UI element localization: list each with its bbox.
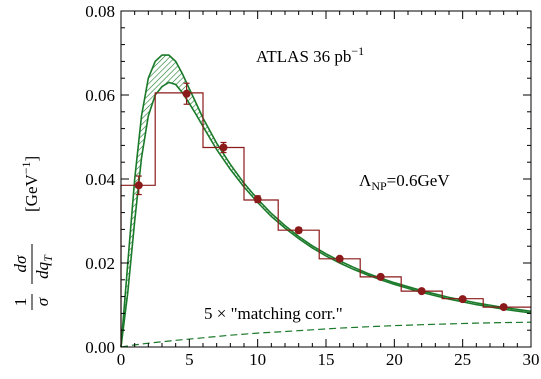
- plot-frame: [120, 10, 532, 348]
- data-point: [253, 195, 262, 204]
- y-tick-label: 0.04: [85, 170, 115, 189]
- y-tick-label: 0.00: [85, 338, 115, 357]
- y-tick-label: 0.08: [85, 2, 115, 21]
- data-point: [294, 226, 303, 235]
- annotation-matching: 5 × "matching corr.": [204, 304, 343, 323]
- y-label-unit-sup: −1: [19, 161, 33, 174]
- data-point: [182, 89, 191, 98]
- data-point: [376, 272, 385, 281]
- theory-band: [121, 55, 531, 347]
- x-tick-label: 30: [523, 350, 540, 369]
- x-tick-label: 5: [185, 350, 194, 369]
- theory-band-lower-line: [120, 81, 532, 348]
- y-tick-label: 0.06: [85, 86, 115, 105]
- x-tick-label: 20: [386, 350, 403, 369]
- y-label-unit: [GeV−1]: [19, 156, 41, 212]
- annotation-experiment-sup: −1: [351, 44, 364, 58]
- data-point: [335, 254, 344, 263]
- matching-corr-line: [120, 321, 532, 348]
- y-label-num: 1: [11, 298, 30, 307]
- x-tick-label: 0: [117, 350, 126, 369]
- x-tick-label: 25: [454, 350, 471, 369]
- annotation-lambda-sub: NP: [371, 179, 387, 193]
- y-label-dden: dqT: [33, 254, 55, 279]
- data-point: [219, 143, 228, 152]
- y-label-den: σ: [33, 297, 52, 306]
- theory-band-upper-line: [120, 54, 532, 348]
- annotation-experiment: ATLAS 36 pb−1: [256, 44, 364, 66]
- x-tick-label: 15: [318, 350, 335, 369]
- annotation-lambda: ΛNP=0.6GeV: [359, 171, 450, 193]
- y-axis-label: 1 σ dσ dqT [GeV−1]: [11, 156, 55, 310]
- y-label-dden-sub: T: [41, 254, 55, 262]
- data-histogram: [120, 92, 531, 347]
- data-point: [499, 303, 508, 312]
- plot-area: [120, 54, 532, 348]
- y-tick-label: 0.02: [85, 254, 115, 273]
- data-point: [417, 287, 426, 296]
- data-point: [458, 295, 467, 304]
- x-tick-label: 10: [249, 350, 266, 369]
- y-label-dnum: dσ: [11, 255, 30, 273]
- data-point: [134, 181, 143, 190]
